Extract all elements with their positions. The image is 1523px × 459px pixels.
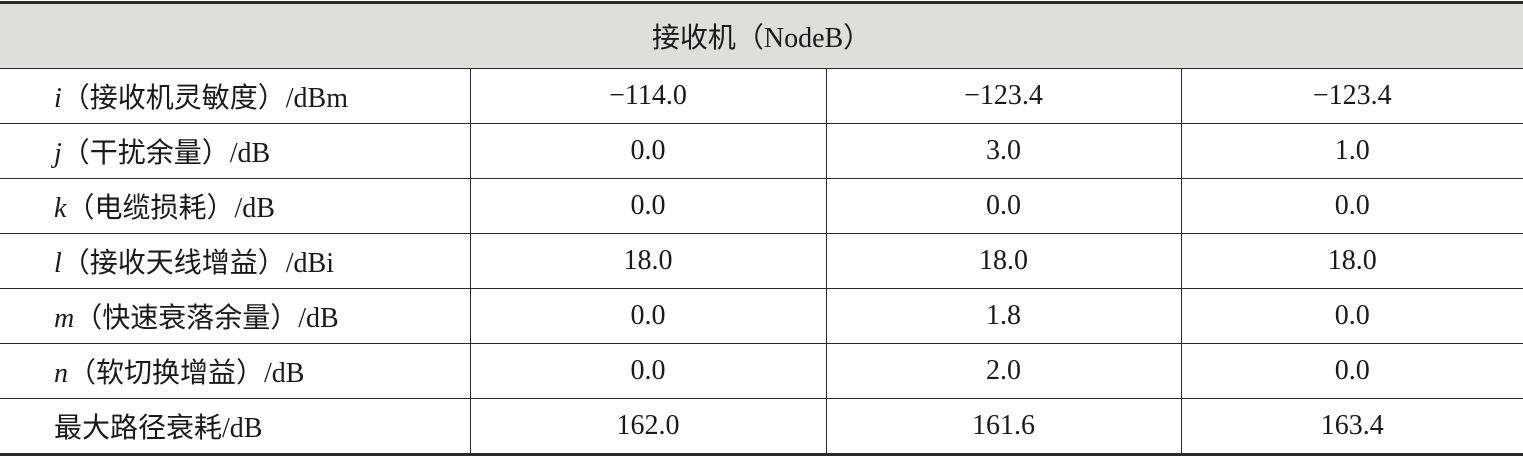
- value-cell: 0.0: [469, 123, 826, 179]
- row-label-cell: k（电缆损耗）/dB: [0, 178, 470, 234]
- table-row: n（软切换增益）/dB 0.0 2.0 0.0: [0, 343, 1523, 399]
- value-cell: 2.0: [825, 343, 1181, 399]
- row-label-cell: l（接收天线增益）/dBi: [0, 233, 470, 289]
- variable: k: [54, 193, 67, 224]
- table-row: m（快速衰落余量）/dB 0.0 1.8 0.0: [0, 288, 1523, 344]
- row-label: 最大路径衰耗/dB: [54, 413, 263, 444]
- table-row: j（干扰余量）/dB 0.0 3.0 1.0: [0, 123, 1523, 179]
- row-label: （软切换增益）/dB: [68, 358, 305, 389]
- variable: l: [54, 248, 62, 279]
- value-cell: 18.0: [1180, 233, 1523, 289]
- value-cell: 0.0: [469, 178, 826, 234]
- row-label-cell: m（快速衰落余量）/dB: [0, 288, 470, 344]
- row-label: （电缆损耗）/dB: [66, 193, 275, 224]
- row-label-cell: j（干扰余量）/dB: [0, 123, 470, 179]
- table-body: i（接收机灵敏度）/dBm −114.0 −123.4 −123.4 j（干扰余量）/d…: [0, 68, 1523, 456]
- row-label-cell: n（软切换增益）/dB: [0, 343, 470, 399]
- value-cell: 18.0: [825, 233, 1181, 289]
- value-cell: 1.0: [1180, 123, 1523, 179]
- value-cell: −123.4: [825, 68, 1181, 124]
- row-label-cell: 最大路径衰耗/dB: [0, 398, 470, 456]
- value-cell: −114.0: [469, 68, 826, 124]
- table-row: 最大路径衰耗/dB 162.0 161.6 163.4: [0, 398, 1523, 456]
- variable: n: [54, 358, 68, 389]
- table-row: k（电缆损耗）/dB 0.0 0.0 0.0: [0, 178, 1523, 234]
- value-cell: 0.0: [1180, 178, 1523, 234]
- value-cell: 1.8: [825, 288, 1181, 344]
- row-label-cell: i（接收机灵敏度）/dBm: [0, 68, 470, 124]
- value-cell: 162.0: [469, 398, 826, 456]
- row-label: （接收天线增益）/dBi: [61, 248, 335, 279]
- table-row: i（接收机灵敏度）/dBm −114.0 −123.4 −123.4: [0, 68, 1523, 124]
- header-row: 接收机（NodeB）: [0, 1, 1523, 69]
- variable: m: [54, 303, 75, 334]
- value-cell: 18.0: [469, 233, 826, 289]
- row-label: （快速衰落余量）/dB: [74, 303, 339, 334]
- value-cell: 3.0: [825, 123, 1181, 179]
- value-cell: 0.0: [469, 343, 826, 399]
- value-cell: 0.0: [825, 178, 1181, 234]
- value-cell: 163.4: [1180, 398, 1523, 456]
- value-cell: −123.4: [1180, 68, 1523, 124]
- table-title: 接收机（NodeB）: [0, 1, 1523, 69]
- row-label: （接收机灵敏度）/dBm: [61, 83, 349, 114]
- table-row: l（接收天线增益）/dBi 18.0 18.0 18.0: [0, 233, 1523, 289]
- value-cell: 0.0: [1180, 288, 1523, 344]
- variable: i: [54, 83, 62, 114]
- variable: j: [54, 138, 62, 169]
- value-cell: 0.0: [1180, 343, 1523, 399]
- row-label: （干扰余量）/dB: [61, 138, 271, 169]
- value-cell: 161.6: [825, 398, 1181, 456]
- value-cell: 0.0: [469, 288, 826, 344]
